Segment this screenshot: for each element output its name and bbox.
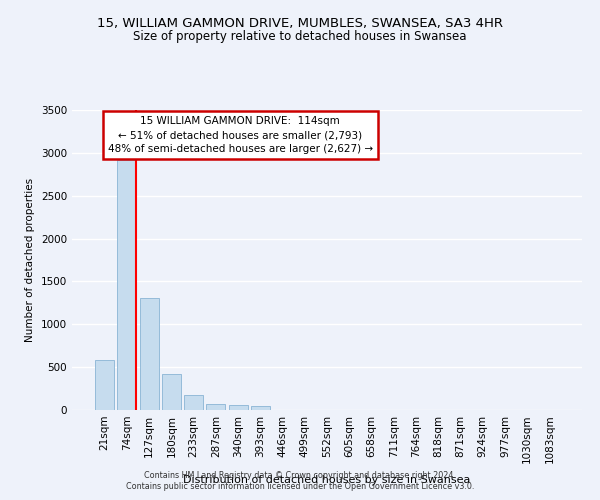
Y-axis label: Number of detached properties: Number of detached properties <box>25 178 35 342</box>
Text: 15, WILLIAM GAMMON DRIVE, MUMBLES, SWANSEA, SA3 4HR: 15, WILLIAM GAMMON DRIVE, MUMBLES, SWANS… <box>97 18 503 30</box>
Text: Contains HM Land Registry data © Crown copyright and database right 2024.: Contains HM Land Registry data © Crown c… <box>144 471 456 480</box>
Bar <box>118 160 136 410</box>
Bar <box>251 406 270 410</box>
Bar <box>162 374 181 410</box>
Text: 15 WILLIAM GAMMON DRIVE:  114sqm
← 51% of detached houses are smaller (2,793)
48: 15 WILLIAM GAMMON DRIVE: 114sqm ← 51% of… <box>108 116 373 154</box>
Bar <box>229 406 248 410</box>
Text: Contains public sector information licensed under the Open Government Licence v3: Contains public sector information licen… <box>126 482 474 491</box>
Bar <box>206 404 225 410</box>
Bar <box>95 360 114 410</box>
Bar <box>140 298 158 410</box>
Text: Size of property relative to detached houses in Swansea: Size of property relative to detached ho… <box>133 30 467 43</box>
Bar <box>184 395 203 410</box>
X-axis label: Distribution of detached houses by size in Swansea: Distribution of detached houses by size … <box>184 474 470 484</box>
